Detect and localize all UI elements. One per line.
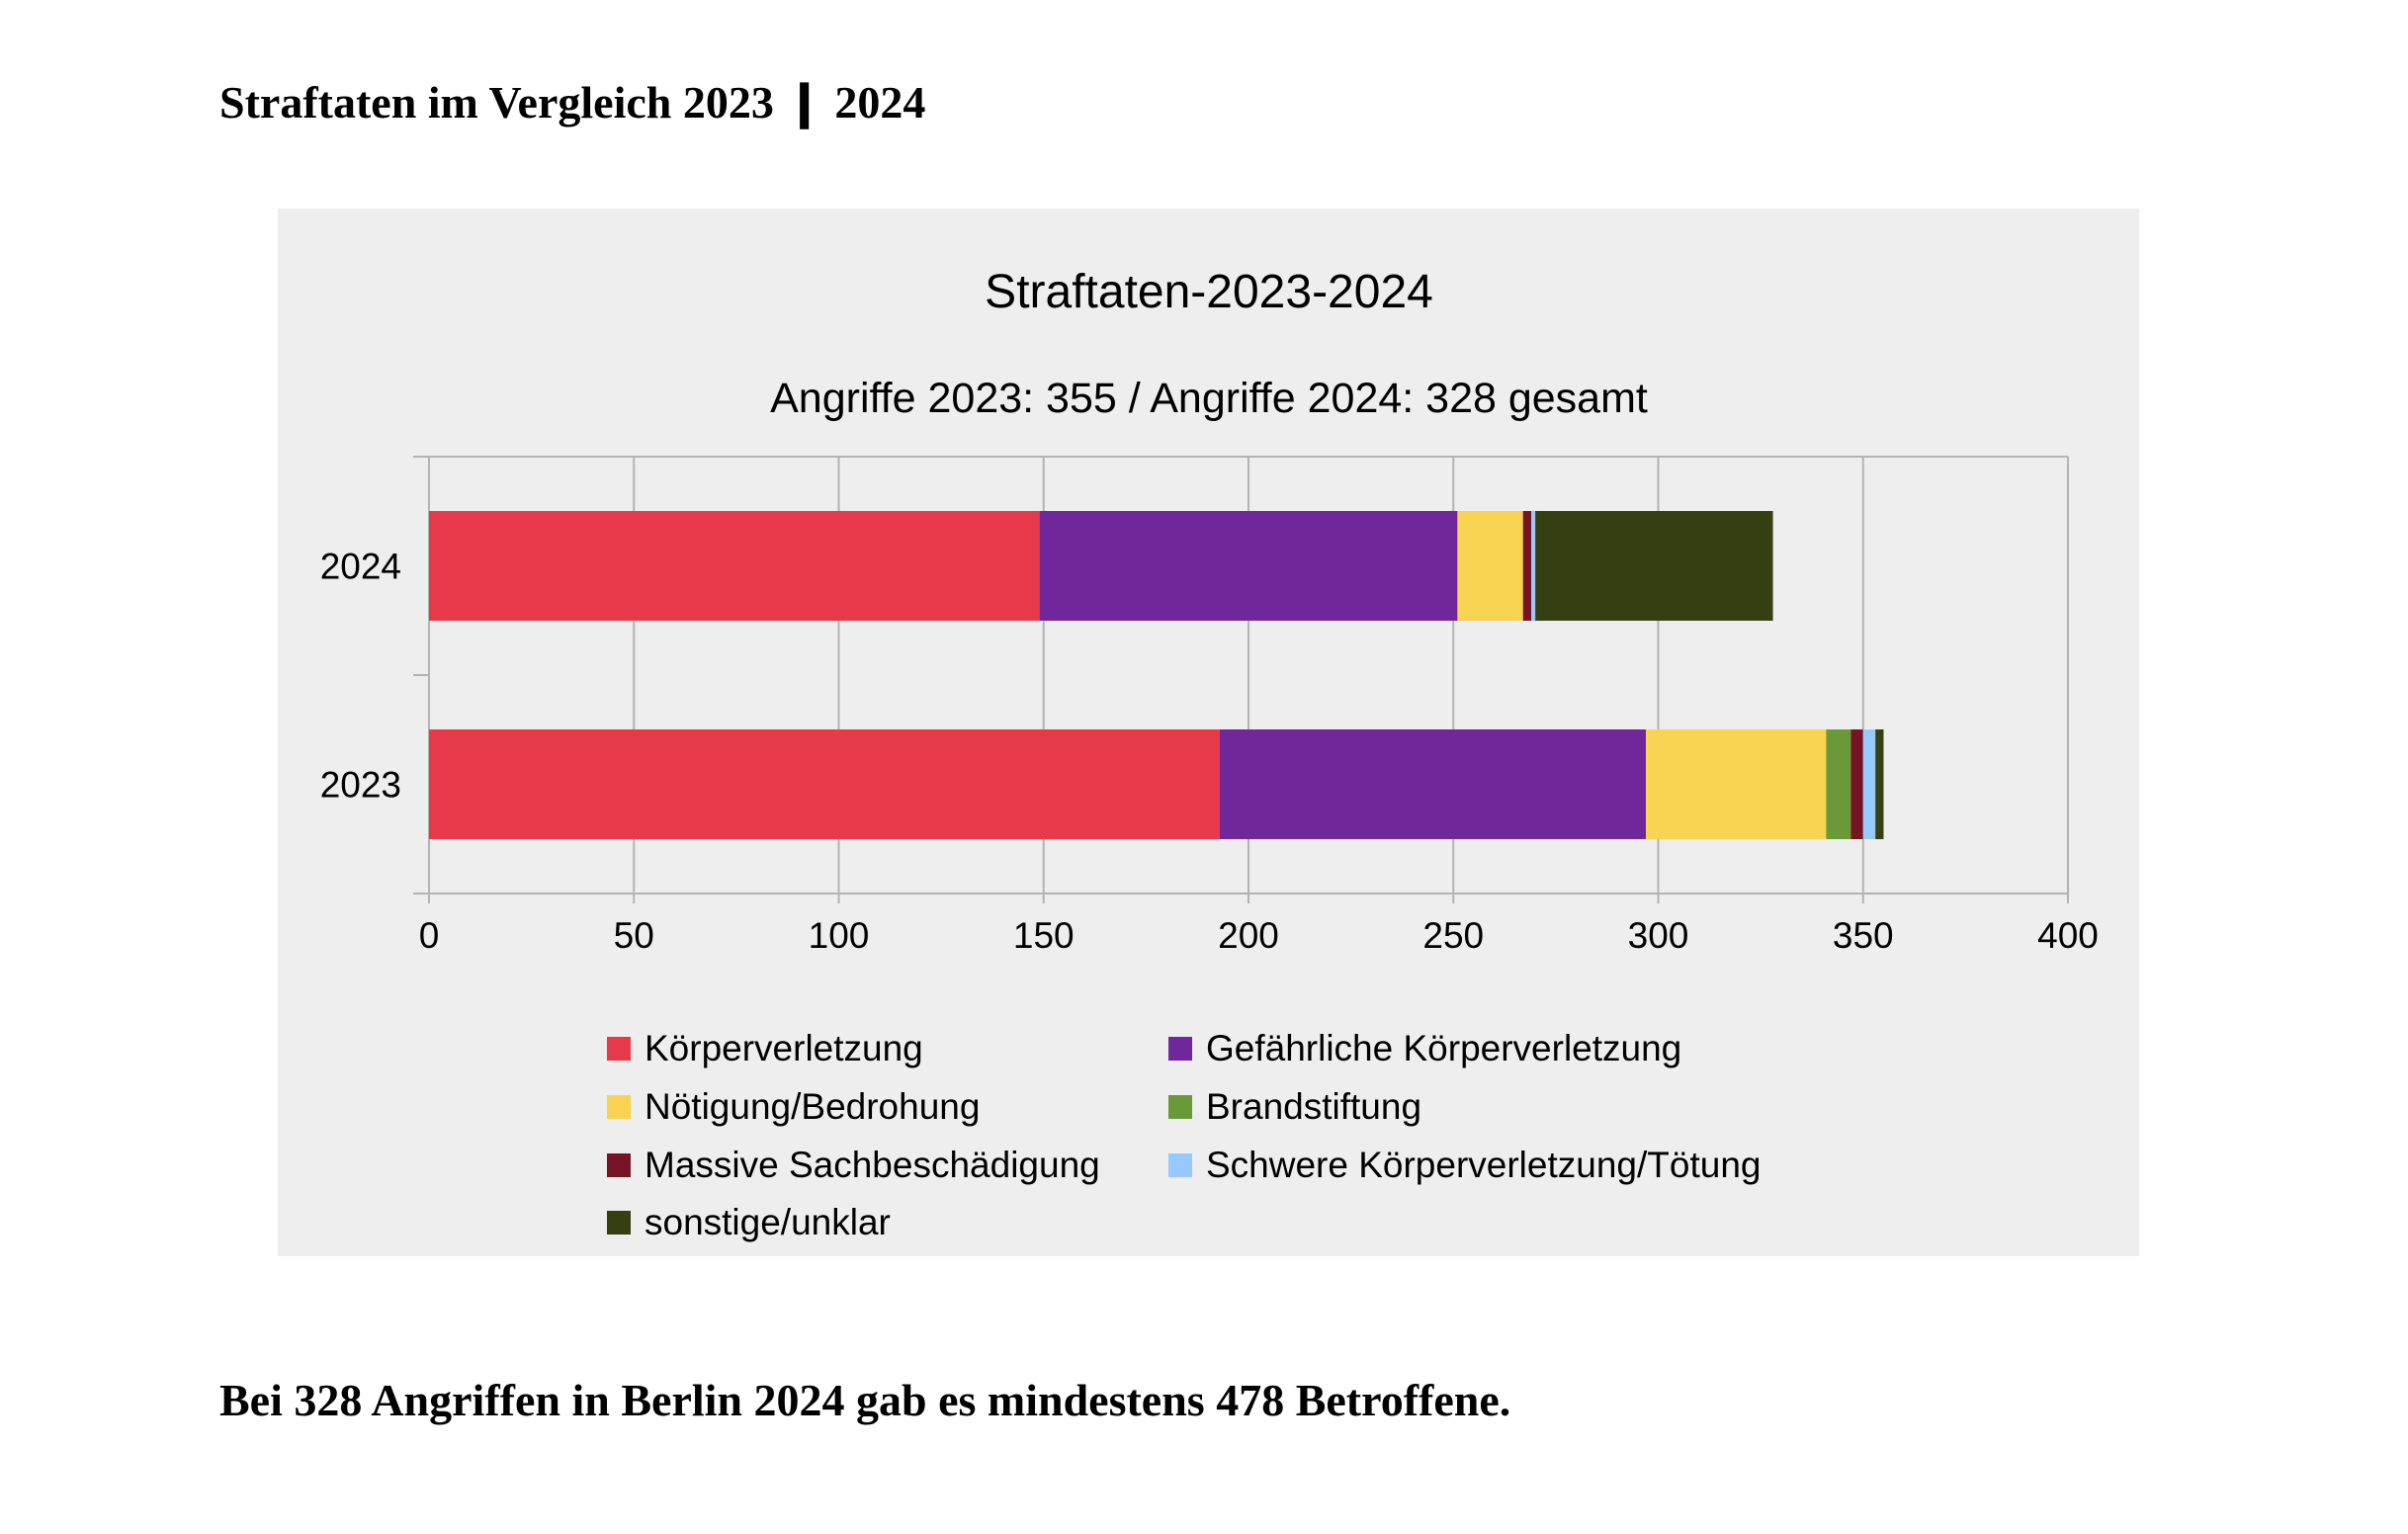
x-tick-label: 0 — [419, 915, 440, 956]
legend-label: Körperverletzung — [645, 1028, 923, 1068]
stacked-bar-chart: Straftaten-2023-2024 Angriffe 2023: 355 … — [320, 266, 2099, 1242]
bar-segment — [1219, 729, 1647, 839]
chart-subtitle: Angriffe 2023: 355 / Angriffe 2024: 328 … — [770, 375, 1648, 422]
chart-title: Straftaten-2023-2024 — [985, 266, 1433, 318]
bar-segment — [1522, 511, 1532, 621]
bar-segment — [1646, 729, 1827, 839]
legend-swatch — [607, 1153, 631, 1177]
x-tick-label: 250 — [1422, 915, 1484, 956]
bar-segment — [1862, 729, 1876, 839]
bar-segment — [1039, 511, 1458, 621]
bar-segment — [1850, 729, 1863, 839]
x-tick-label: 200 — [1218, 915, 1279, 956]
x-tick-label: 350 — [1833, 915, 1894, 956]
legend-swatch — [607, 1095, 631, 1119]
x-tick-label: 300 — [1628, 915, 1689, 956]
bar-segment — [1826, 729, 1851, 839]
legend-label: Brandstiftung — [1206, 1086, 1421, 1127]
x-tick-label: 400 — [2037, 915, 2099, 956]
y-tick-label: 2024 — [320, 547, 401, 587]
x-tick-label: 50 — [614, 915, 654, 956]
x-tick-label: 150 — [1013, 915, 1075, 956]
legend-swatch — [607, 1211, 631, 1235]
bar-segment — [1875, 729, 1884, 839]
legend-label: Nötigung/Bedrohung — [645, 1086, 980, 1127]
x-tick-label: 100 — [809, 915, 870, 956]
legend-swatch — [607, 1037, 631, 1061]
bar-segment — [1457, 511, 1523, 621]
page-footer-text: Bei 328 Angriffen in Berlin 2024 gab es … — [219, 1375, 1511, 1425]
bar-segment — [429, 511, 1040, 621]
chart-panel: Straftaten-2023-2024 Angriffe 2023: 355 … — [278, 209, 2139, 1256]
legend-swatch — [1168, 1153, 1192, 1177]
bar-segment — [1535, 511, 1773, 621]
legend-label: Massive Sachbeschädigung — [645, 1145, 1100, 1185]
y-tick-label: 2023 — [320, 765, 401, 806]
page-heading: Straftaten im Vergleich 2023 ❙ 2024 — [219, 77, 926, 128]
legend-label: Schwere Körperverletzung/Tötung — [1206, 1145, 1761, 1185]
bar-segment — [1531, 511, 1536, 621]
legend-swatch — [1168, 1095, 1192, 1119]
legend-label: Gefährliche Körperverletzung — [1206, 1028, 1681, 1068]
legend-label: sonstige/unklar — [645, 1202, 891, 1242]
bar-segment — [429, 729, 1220, 839]
legend-swatch — [1168, 1037, 1192, 1061]
